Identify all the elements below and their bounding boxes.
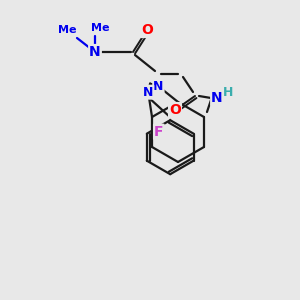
Text: N: N — [143, 86, 153, 99]
Text: H: H — [223, 86, 233, 100]
Text: N: N — [211, 91, 223, 105]
Text: O: O — [141, 23, 153, 37]
Text: F: F — [154, 125, 164, 139]
Text: N: N — [153, 80, 164, 93]
Text: Me: Me — [91, 23, 109, 33]
Text: Me: Me — [58, 25, 76, 35]
Text: O: O — [169, 103, 181, 117]
Text: N: N — [89, 45, 101, 59]
